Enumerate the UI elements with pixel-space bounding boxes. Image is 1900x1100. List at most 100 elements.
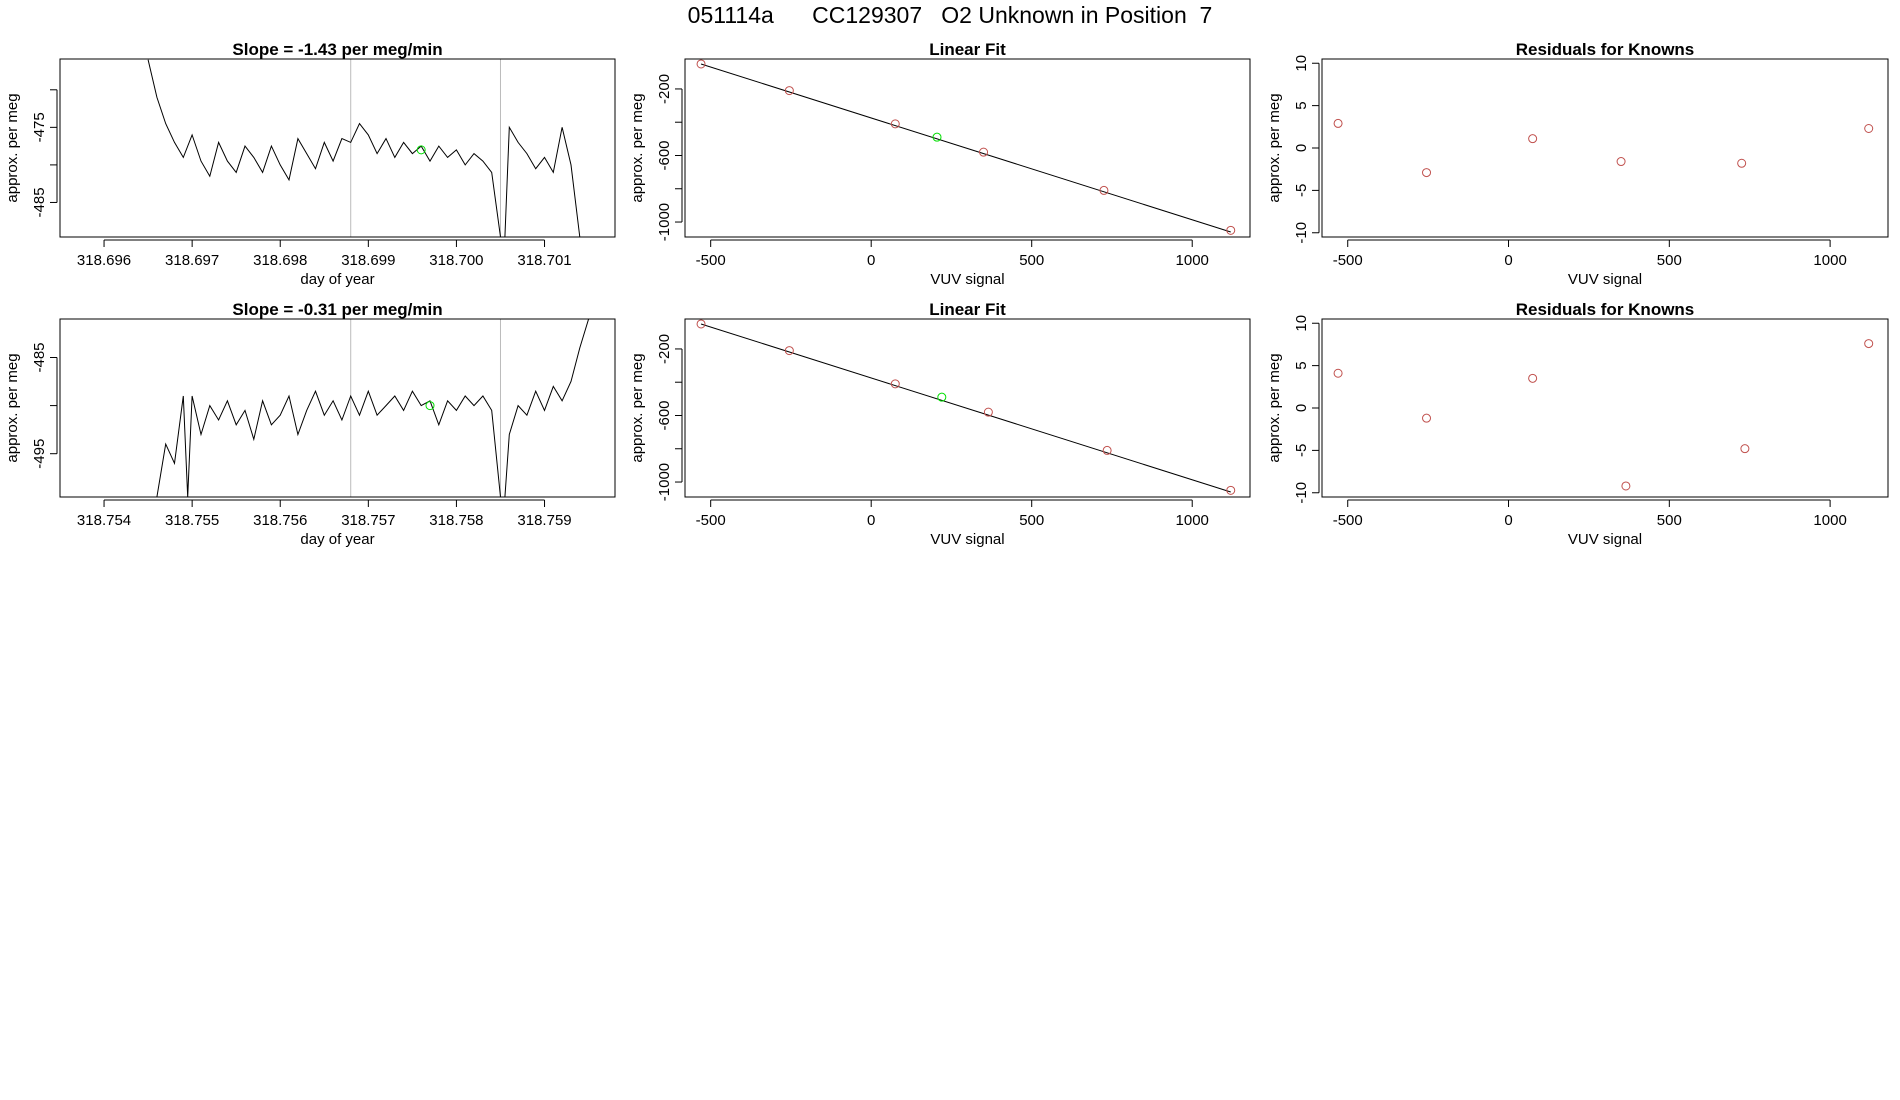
y-axis-label: approx. per meg [1266, 353, 1283, 462]
y-tick-label: 5 [1293, 361, 1310, 369]
x-tick-label: 318.755 [165, 512, 219, 529]
y-tick-label: -10 [1293, 222, 1310, 244]
known-point [983, 407, 993, 417]
x-tick-label: -500 [1333, 512, 1363, 529]
x-tick-label: 318.696 [77, 252, 131, 269]
y-tick-label: 5 [1293, 101, 1310, 109]
x-tick-label: 500 [1657, 512, 1682, 529]
known-point [890, 119, 900, 129]
known-point [890, 379, 900, 389]
x-tick-label: 0 [867, 512, 875, 529]
x-tick-label: 1000 [1176, 252, 1209, 269]
known-point [696, 319, 706, 329]
x-tick-label: 318.697 [165, 252, 219, 269]
y-tick-label: -5 [1293, 184, 1310, 197]
x-axis-label: day of year [300, 531, 374, 548]
x-tick-label: -500 [696, 512, 726, 529]
plot-frame [59, 318, 616, 498]
known-point [1102, 445, 1112, 455]
unknown-point [937, 392, 947, 402]
known-point [784, 346, 794, 356]
unknown-point [416, 145, 426, 155]
series-line [156, 319, 590, 497]
known-point [979, 147, 989, 157]
x-tick-label: 318.756 [253, 512, 307, 529]
x-axis-label: VUV signal [1568, 531, 1642, 548]
y-axis-label: approx. per meg [4, 93, 21, 202]
y-tick-label: -200 [656, 74, 673, 104]
y-tick-label: 0 [1293, 404, 1310, 412]
known-point [1226, 225, 1236, 235]
chart-panel: -500 0 500 1000 -10 -5 0 5 10 Residuals for Known… [1266, 300, 1889, 548]
y-tick-label: -5 [1293, 444, 1310, 457]
known-point [1333, 368, 1343, 378]
y-tick-label: -600 [656, 140, 673, 170]
y-tick-label: -200 [656, 334, 673, 364]
page-title: 051114a CC129307 O2 Unknown in Position … [687, 2, 1213, 28]
x-tick-label: 500 [1019, 252, 1044, 269]
x-axis-label: VUV signal [930, 271, 1004, 288]
plot-frame [684, 58, 1251, 238]
y-axis-label: approx. per meg [629, 353, 646, 462]
fit-line [700, 63, 1231, 233]
known-point [1528, 373, 1538, 383]
y-tick-label: -485 [31, 187, 48, 217]
x-tick-label: 1000 [1813, 252, 1846, 269]
x-tick-label: 0 [1504, 252, 1512, 269]
y-tick-label: 10 [1293, 315, 1310, 332]
known-point [1864, 339, 1874, 349]
known-point [1226, 485, 1236, 495]
chart-title: Slope = -0.31 per meg/min [232, 300, 442, 319]
series-line [147, 59, 581, 237]
x-tick-label: 318.759 [517, 512, 571, 529]
x-tick-label: 318.754 [77, 512, 131, 529]
x-tick-label: 318.701 [517, 252, 571, 269]
known-point [1616, 157, 1626, 167]
y-tick-label: -10 [1293, 482, 1310, 504]
plot-frame [684, 318, 1251, 498]
y-tick-label: -1000 [656, 463, 673, 501]
known-point [1528, 134, 1538, 144]
x-tick-label: 0 [1504, 512, 1512, 529]
chart-title: Residuals for Knowns [1516, 300, 1695, 319]
known-point [1422, 413, 1432, 423]
known-point [1621, 481, 1631, 491]
x-tick-label: 318.758 [429, 512, 483, 529]
chart-title: Residuals for Knowns [1516, 40, 1695, 59]
y-tick-label: -600 [656, 400, 673, 430]
y-axis-label: approx. per meg [1266, 93, 1283, 202]
x-tick-label: 318.699 [341, 252, 395, 269]
plot-frame [59, 58, 616, 238]
x-tick-label: -500 [1333, 252, 1363, 269]
y-axis-label: approx. per meg [629, 93, 646, 202]
known-point [1422, 168, 1432, 178]
known-point [1737, 158, 1747, 168]
x-tick-label: 318.757 [341, 512, 395, 529]
chart-panel: -500 0 500 1000 -10 -5 0 5 10 Residuals for Known… [1266, 40, 1889, 288]
y-axis-label: approx. per meg [4, 353, 21, 462]
y-tick-label: 10 [1293, 55, 1310, 72]
x-tick-label: -500 [696, 252, 726, 269]
unknown-point [425, 401, 435, 411]
known-point [1333, 118, 1343, 128]
x-tick-label: 1000 [1176, 512, 1209, 529]
chart-title: Linear Fit [929, 300, 1006, 319]
fit-line [700, 323, 1231, 493]
unknown-point [932, 132, 942, 142]
known-point [1864, 124, 1874, 134]
x-tick-label: 318.700 [429, 252, 483, 269]
x-axis-label: VUV signal [930, 531, 1004, 548]
known-point [696, 59, 706, 69]
plot-frame [1321, 318, 1889, 498]
known-point [784, 86, 794, 96]
x-tick-label: 318.698 [253, 252, 307, 269]
x-tick-label: 0 [867, 252, 875, 269]
chart-panel: -500 0 500 1000 -1000 -600 -200 Linear Fit VUV s… [629, 300, 1251, 548]
known-point [1740, 444, 1750, 454]
x-tick-label: 500 [1657, 252, 1682, 269]
chart-panel: -500 0 500 1000 -1000 -600 -200 Linear Fit VUV s… [629, 40, 1251, 288]
chart-title: Linear Fit [929, 40, 1006, 59]
x-tick-label: 1000 [1813, 512, 1846, 529]
y-tick-label: 0 [1293, 144, 1310, 152]
